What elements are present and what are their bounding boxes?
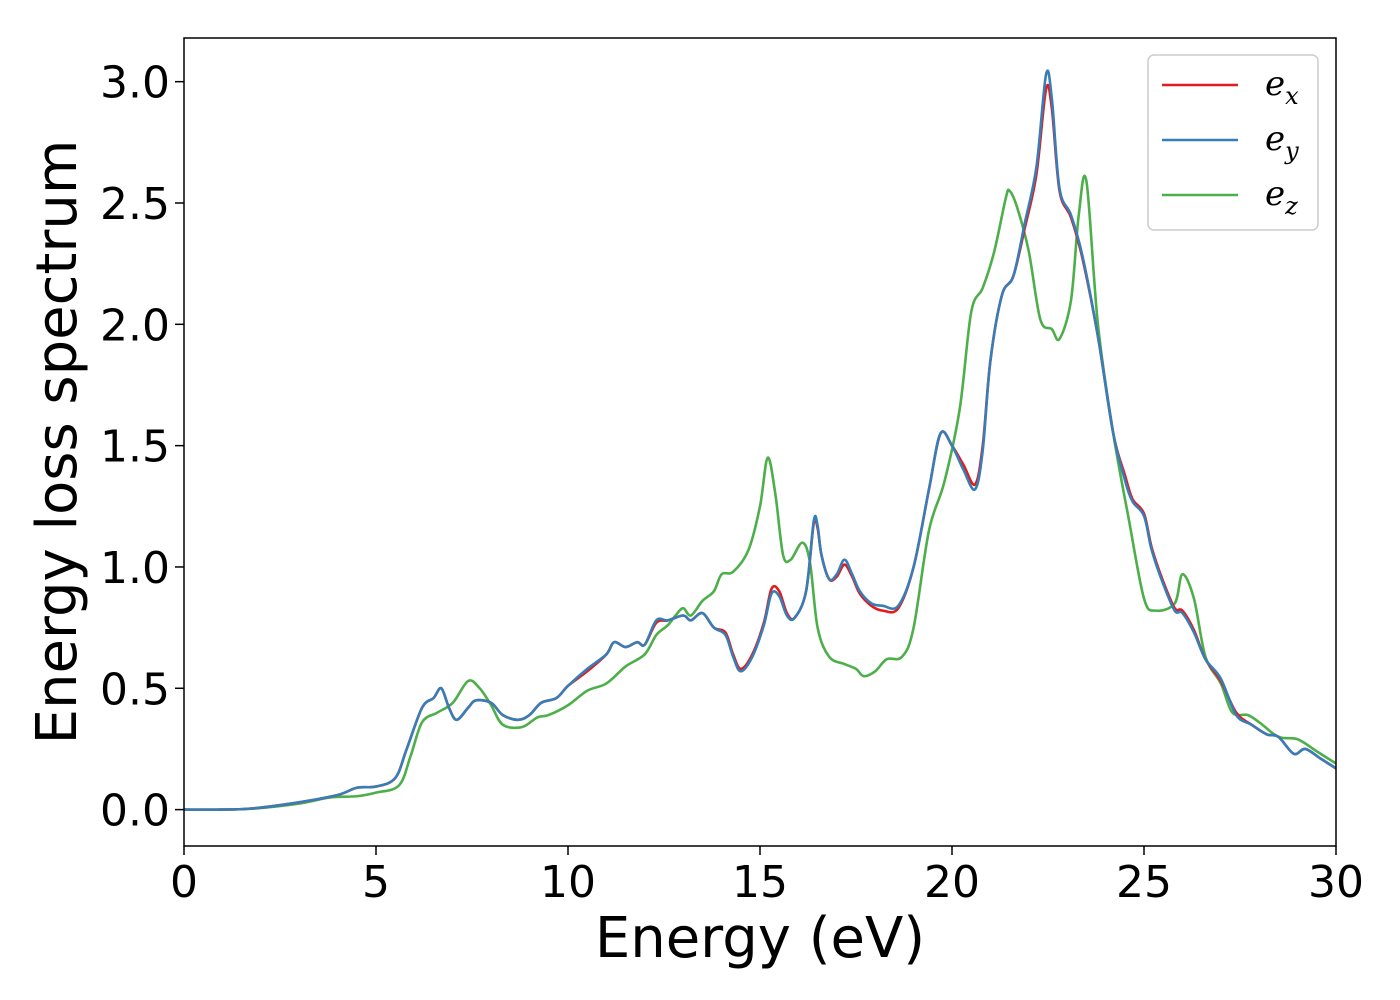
legend-label-base: e	[1265, 119, 1285, 159]
legend-label-y: ey	[1265, 119, 1299, 165]
y-axis: 0.0 0.5 1.0 1.5 2.0 2.5 3.0	[100, 58, 184, 837]
legend-label-z: ez	[1265, 174, 1298, 220]
y-tick-label: 2.0	[100, 300, 170, 351]
y-tick-label: 0.5	[100, 664, 170, 715]
legend-label-base: e	[1265, 174, 1285, 214]
y-tick-label: 1.0	[100, 543, 170, 594]
x-tick-label: 15	[732, 857, 788, 908]
series-line-y	[184, 69, 1336, 811]
x-axis: 0 5 10 15 20 25 30	[170, 846, 1364, 908]
series-lines	[184, 69, 1336, 811]
legend-label-subscript: y	[1284, 137, 1299, 165]
x-tick-label: 20	[924, 857, 980, 908]
x-tick-label: 0	[170, 857, 198, 908]
x-tick-label: 10	[540, 857, 596, 908]
x-tick-label: 25	[1116, 857, 1172, 908]
y-tick-label: 3.0	[100, 58, 170, 109]
y-axis-label: Energy loss spectrum	[25, 140, 90, 745]
series-line-z	[184, 174, 1336, 811]
legend-box	[1147, 54, 1319, 231]
legend-label-base: e	[1265, 64, 1285, 104]
x-tick-label: 30	[1308, 857, 1364, 908]
y-tick-label: 0.0	[100, 786, 170, 837]
legend-label-subscript: z	[1284, 192, 1298, 220]
x-tick-label: 5	[362, 857, 390, 908]
legend-label-subscript: x	[1285, 82, 1299, 110]
legend-label-x: ex	[1265, 64, 1299, 110]
y-tick-label: 2.5	[100, 179, 170, 230]
y-tick-label: 1.5	[100, 422, 170, 473]
x-axis-label: Energy (eV)	[595, 906, 925, 971]
